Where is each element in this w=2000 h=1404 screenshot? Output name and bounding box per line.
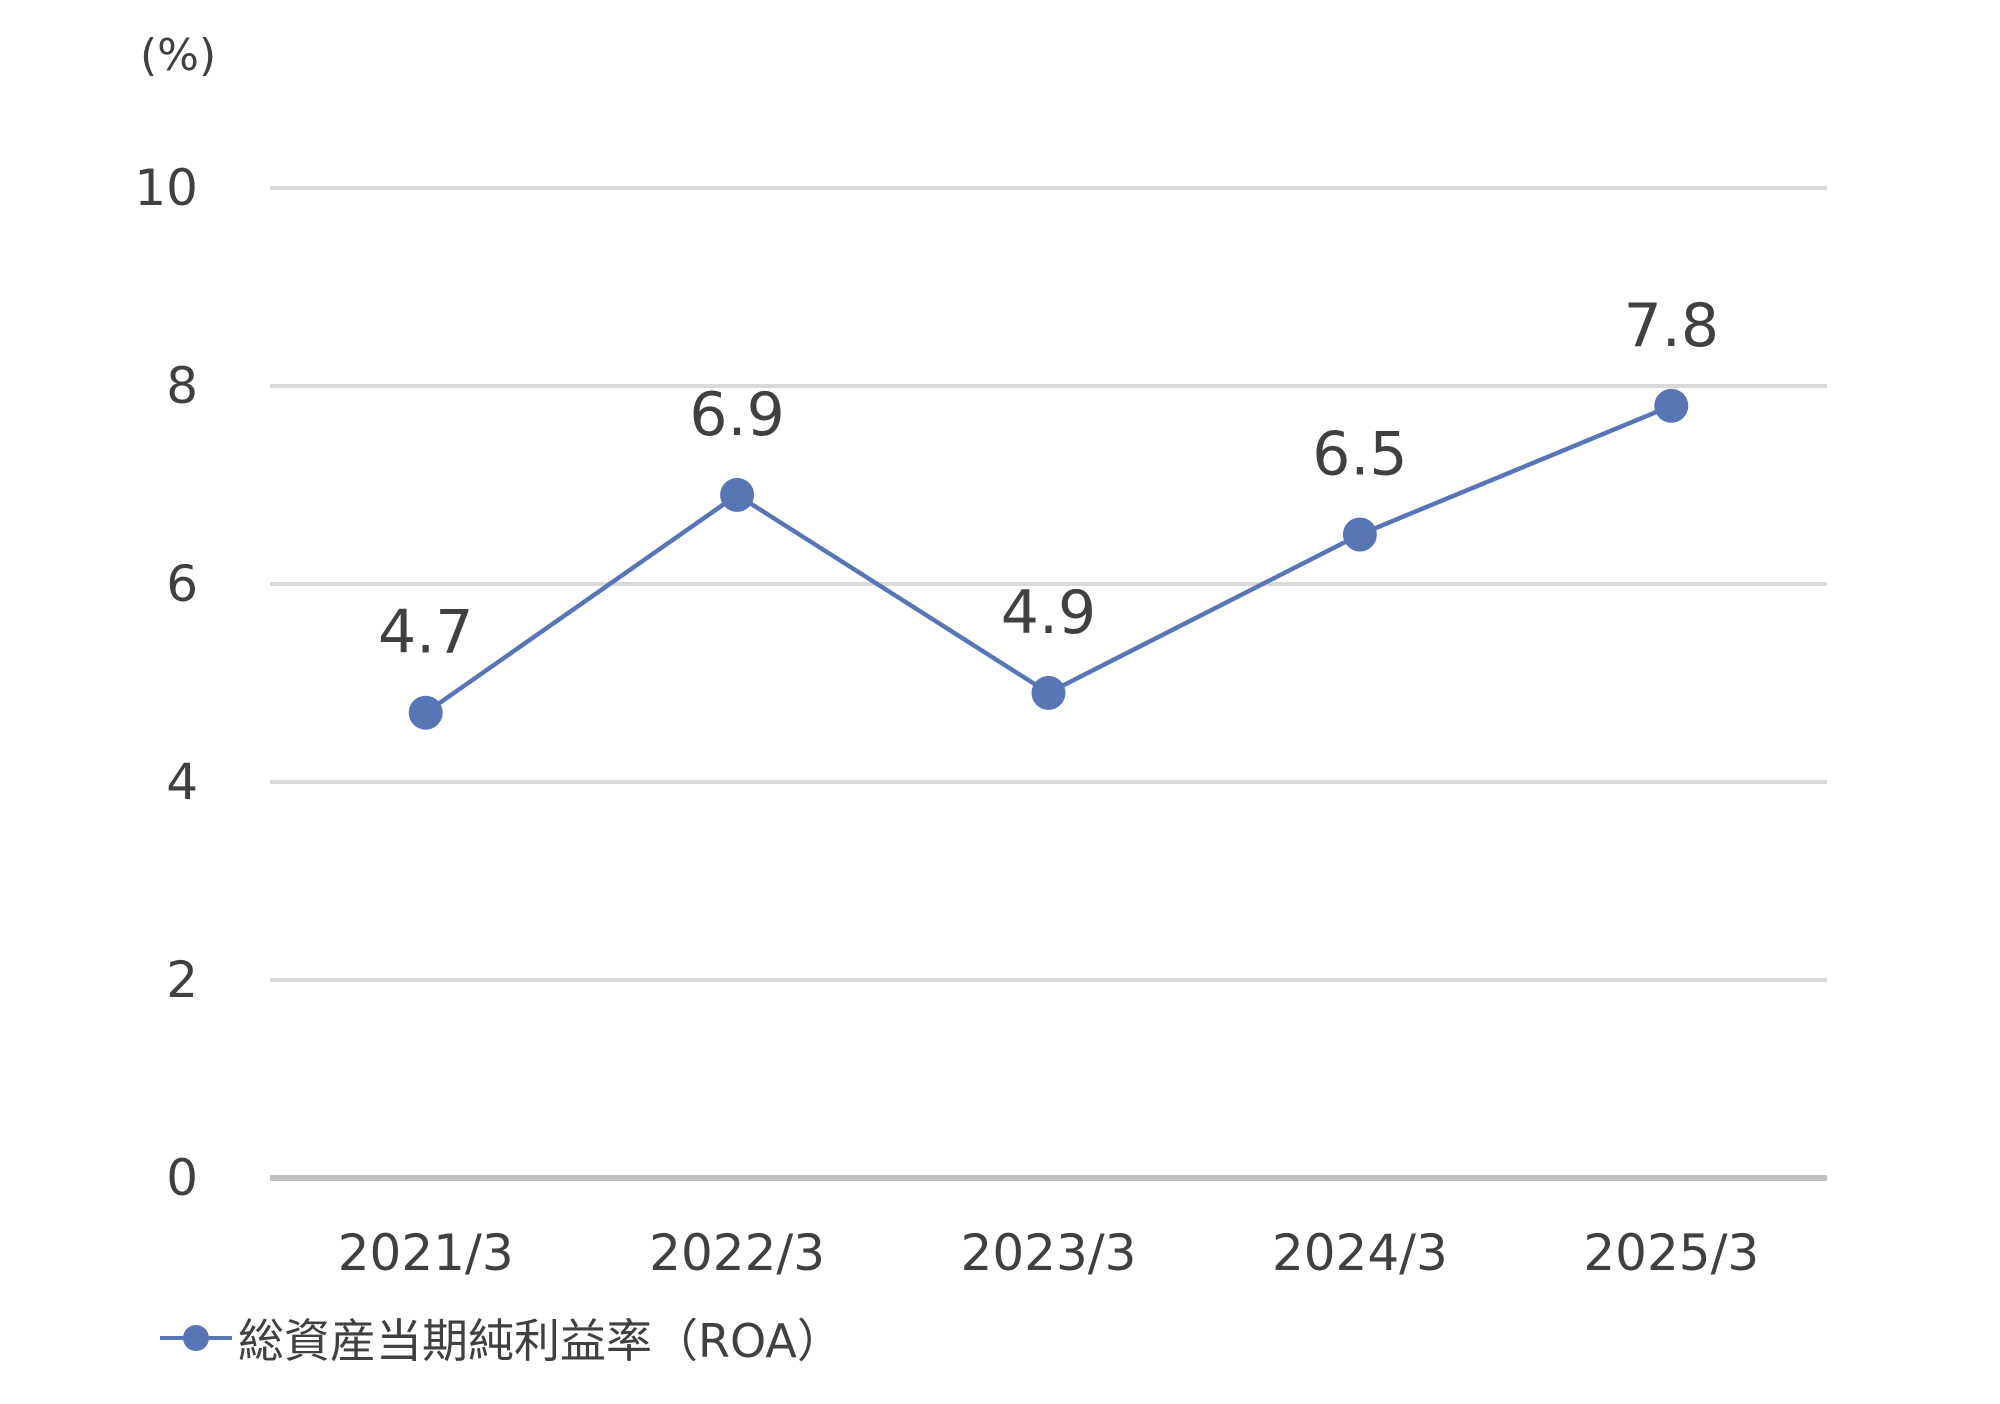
y-axis-unit-label: (%)	[140, 30, 217, 81]
x-tick-label: 2021/3	[338, 1224, 514, 1282]
x-axis-ticks: 2021/3 2022/3 2023/3 2024/3 2025/3	[338, 1224, 1760, 1282]
data-point	[1654, 388, 1689, 423]
data-point	[1031, 675, 1066, 710]
data-label: 4.9	[1001, 578, 1096, 648]
y-tick-label: 10	[134, 159, 198, 217]
legend-line-marker-icon	[160, 1325, 232, 1351]
y-axis-ticks: 0 2 4 6 8 10	[134, 159, 198, 1207]
y-tick-label: 6	[166, 555, 198, 613]
x-tick-label: 2023/3	[961, 1224, 1137, 1282]
data-point	[1342, 517, 1377, 552]
gridlines	[270, 186, 1827, 1181]
data-label: 4.7	[378, 598, 473, 668]
data-labels: 4.7 6.9 4.9 6.5 7.8	[378, 291, 1719, 668]
y-tick-label: 4	[166, 753, 198, 811]
series-markers	[408, 388, 1689, 730]
series-line	[424, 403, 1673, 715]
y-tick-label: 2	[166, 951, 198, 1009]
data-label: 7.8	[1624, 291, 1719, 361]
y-tick-label: 0	[166, 1149, 198, 1207]
x-tick-label: 2022/3	[649, 1224, 825, 1282]
y-tick-label: 8	[166, 357, 198, 415]
data-point	[720, 477, 755, 512]
x-tick-label: 2024/3	[1272, 1224, 1448, 1282]
data-label: 6.5	[1312, 420, 1407, 490]
data-label: 6.9	[689, 380, 784, 450]
legend: 総資産当期純利益率（ROA）	[160, 1305, 843, 1371]
series-line-path	[424, 403, 1673, 715]
data-point	[408, 695, 443, 730]
x-tick-label: 2025/3	[1583, 1224, 1759, 1282]
legend-series-label: 総資産当期純利益率（ROA）	[238, 1314, 843, 1368]
